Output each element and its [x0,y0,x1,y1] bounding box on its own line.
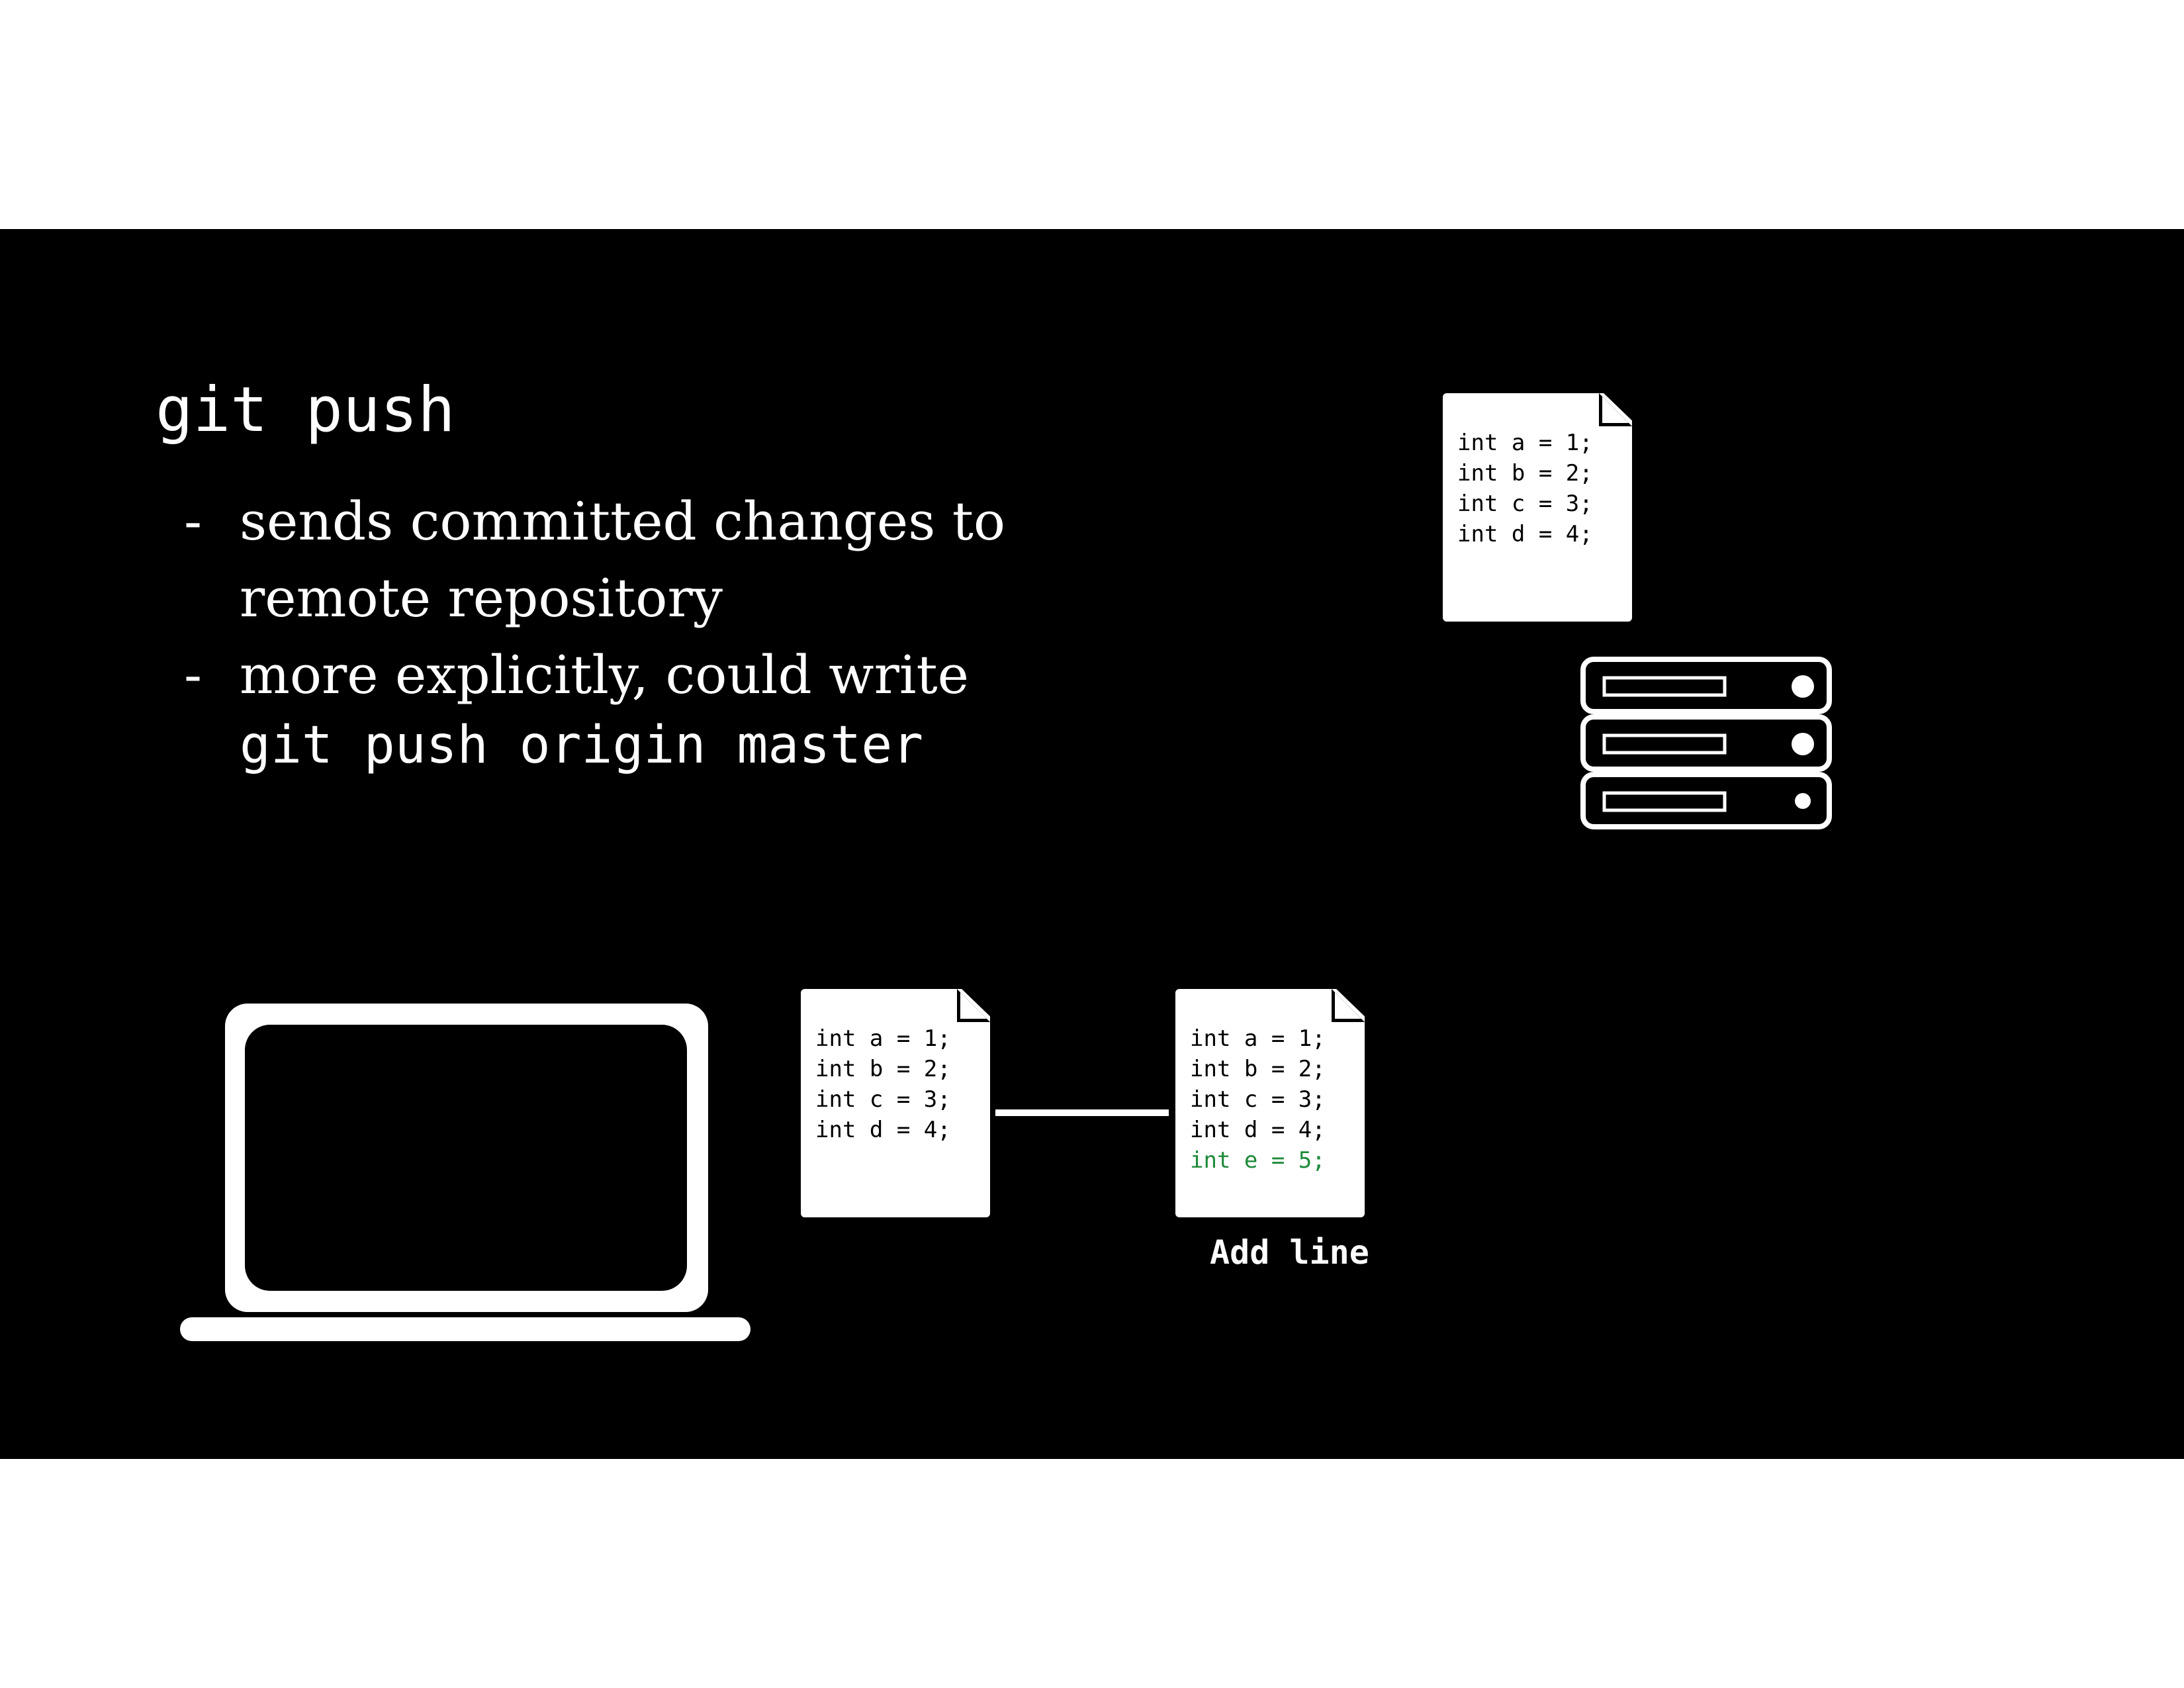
local-file-document-icon: int a = 1; int b = 2; int c = 3; int d =… [801,989,990,1217]
bullet-text: sends committed changes to remote reposi… [240,491,1006,629]
code-line: int d = 4; [1190,1117,1326,1143]
code-line: int b = 2; [815,1056,951,1082]
slide-title: git push [156,374,455,446]
code-line: int a = 1; [1190,1025,1326,1052]
bullet-marker: - [184,491,203,552]
commit-message-label: Add line [1210,1233,1369,1272]
local-file-code: int a = 1; int b = 2; int c = 3; int d =… [815,1023,951,1145]
code-line: int a = 1; [815,1025,951,1052]
local-commit-document-icon: int a = 1; int b = 2; int c = 3; int d =… [1175,989,1365,1217]
code-line: int b = 2; [1457,460,1593,487]
server-icon [1580,657,1832,829]
remote-file-document-icon: int a = 1; int b = 2; int c = 3; int d =… [1443,393,1632,622]
code-line: int d = 4; [1457,521,1593,547]
bullet-list: - sends committed changes to remote repo… [179,483,1105,777]
code-line: int d = 4; [815,1117,951,1143]
bullet-item: - more explicitly, could write git push … [179,637,1105,777]
code-line: int c = 3; [1190,1086,1326,1113]
commit-connector-line [995,1109,1169,1116]
laptop-icon [180,1004,751,1341]
added-code-line: int e = 5; [1190,1147,1326,1174]
bullet-marker: - [184,644,203,706]
bullet-item: - sends committed changes to remote repo… [179,483,1105,637]
bullet-code: git push origin master [240,716,924,775]
remote-file-code: int a = 1; int b = 2; int c = 3; int d =… [1457,428,1593,549]
code-line: int a = 1; [1457,430,1593,456]
code-line: int c = 3; [815,1086,951,1113]
local-commit-code: int a = 1; int b = 2; int c = 3; int d =… [1190,1023,1326,1176]
code-line: int b = 2; [1190,1056,1326,1082]
bullet-text: more explicitly, could write [240,644,969,706]
code-line: int c = 3; [1457,491,1593,517]
